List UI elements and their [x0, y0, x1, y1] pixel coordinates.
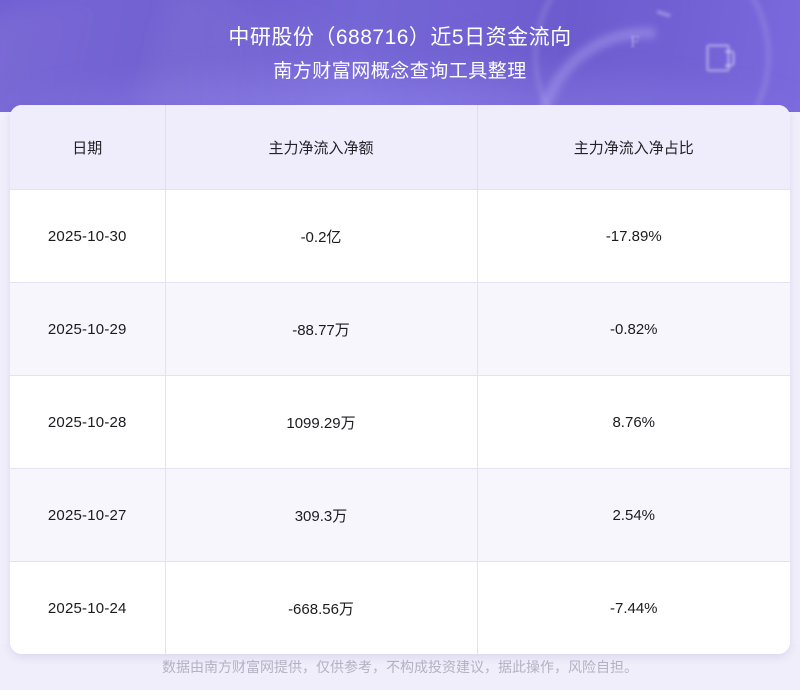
cell-percent: -0.82%	[477, 282, 790, 376]
header-banner: F 中研股份（688716）近5日资金流向 南方财富网概念查询工具整理	[0, 0, 800, 112]
cell-percent: -7.44%	[477, 561, 790, 654]
cell-date: 2025-10-28	[10, 375, 166, 469]
fuel-gauge-icon	[534, 0, 770, 112]
cell-amount: -668.56万	[165, 561, 478, 654]
cell-date: 2025-10-29	[10, 282, 166, 376]
cell-amount: -88.77万	[165, 282, 478, 376]
table-row: 2025-10-27 309.3万 2.54%	[10, 468, 790, 562]
cell-amount: -0.2亿	[165, 189, 478, 283]
gauge-letter-f-icon: F	[630, 32, 640, 51]
table-head: 日期 主力净流入净额 主力净流入净占比	[10, 105, 790, 190]
fuel-pump-icon	[706, 44, 735, 72]
table-row: 2025-10-28 1099.29万 8.76%	[10, 375, 790, 469]
page-subtitle: 南方财富网概念查询工具整理	[273, 61, 527, 83]
cell-date: 2025-10-30	[10, 189, 166, 283]
table-header-row: 日期 主力净流入净额 主力净流入净占比	[10, 105, 790, 190]
table-row: 2025-10-24 -668.56万 -7.44%	[10, 561, 790, 654]
table-row: 2025-10-29 -88.77万 -0.82%	[10, 282, 790, 376]
column-header-amount: 主力净流入净额	[165, 105, 478, 190]
table-body: 2025-10-30 -0.2亿 -17.89% 2025-10-29 -88.…	[10, 189, 790, 654]
cell-amount: 1099.29万	[165, 375, 478, 469]
table-row: 2025-10-30 -0.2亿 -17.89%	[10, 189, 790, 283]
cell-percent: -17.89%	[477, 189, 790, 283]
column-header-percent: 主力净流入净占比	[477, 105, 790, 190]
column-header-date: 日期	[10, 105, 166, 190]
capital-flow-table: 日期 主力净流入净额 主力净流入净占比 2025-10-30 -0.2亿 -17…	[10, 105, 790, 654]
page-title: 中研股份（688716）近5日资金流向	[228, 26, 572, 49]
cell-date: 2025-10-24	[10, 561, 166, 654]
cell-date: 2025-10-27	[10, 468, 166, 562]
cell-percent: 2.54%	[477, 468, 790, 562]
cell-percent: 8.76%	[477, 375, 790, 469]
capital-flow-card: 日期 主力净流入净额 主力净流入净占比 2025-10-30 -0.2亿 -17…	[10, 105, 790, 654]
cell-amount: 309.3万	[165, 468, 478, 562]
header-titles: 中研股份（688716）近5日资金流向 南方财富网概念查询工具整理	[0, 0, 800, 85]
